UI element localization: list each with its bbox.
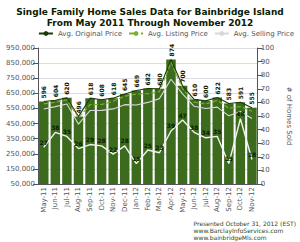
- svg-text:15: 15: [132, 155, 140, 162]
- svg-text:26: 26: [74, 140, 82, 147]
- svg-text:Oct-12: Oct-12: [236, 187, 244, 211]
- svg-text:583: 583: [225, 88, 232, 101]
- svg-text:25: 25: [144, 142, 152, 149]
- svg-text:550,000: 550,000: [6, 104, 35, 112]
- svg-text:90: 90: [261, 58, 270, 66]
- svg-text:15: 15: [225, 155, 233, 162]
- svg-text:20: 20: [261, 153, 270, 161]
- svg-text:669: 669: [133, 75, 140, 88]
- svg-text:Sep-12: Sep-12: [225, 187, 233, 212]
- svg-text:50: 50: [261, 112, 270, 120]
- svg-text:874: 874: [168, 44, 175, 57]
- svg-text:48: 48: [236, 110, 244, 117]
- svg-text:39: 39: [167, 122, 175, 129]
- svg-text:From May 2011 Through November: From May 2011 Through November 2012: [47, 18, 253, 28]
- svg-text:70: 70: [261, 85, 270, 93]
- svg-text:682: 682: [144, 73, 151, 86]
- svg-text:555: 555: [248, 92, 255, 105]
- svg-text:Jun-12: Jun-12: [190, 187, 198, 210]
- svg-text:600: 600: [202, 85, 209, 98]
- svg-text:28: 28: [97, 137, 105, 144]
- svg-text:Feb-12: Feb-12: [144, 187, 152, 211]
- svg-text:38: 38: [51, 124, 59, 131]
- svg-text:Nov-11: Nov-11: [109, 187, 117, 212]
- svg-text:150,000: 150,000: [6, 165, 35, 173]
- svg-text:Nov-12: Nov-12: [248, 187, 256, 212]
- svg-text:# of Homes Sold: # of Homes Sold: [285, 87, 293, 146]
- svg-text:622: 622: [214, 82, 221, 95]
- svg-text:47: 47: [178, 112, 186, 119]
- svg-text:350,000: 350,000: [6, 135, 35, 143]
- svg-text:608: 608: [98, 84, 105, 97]
- svg-text:38: 38: [190, 124, 198, 131]
- svg-text:80: 80: [261, 71, 270, 79]
- svg-text:645: 645: [121, 79, 128, 92]
- svg-text:28: 28: [121, 137, 129, 144]
- svg-text:27: 27: [40, 139, 48, 146]
- svg-text:Aug-11: Aug-11: [74, 187, 82, 212]
- svg-text:610: 610: [191, 84, 198, 97]
- svg-text:10: 10: [261, 166, 270, 174]
- svg-text:Jun-11: Jun-11: [51, 187, 59, 210]
- svg-text:May-11: May-11: [40, 187, 48, 213]
- svg-text:30: 30: [261, 139, 270, 147]
- svg-text:950,000: 950,000: [6, 44, 35, 52]
- svg-text:29: 29: [86, 136, 94, 143]
- svg-text:40: 40: [261, 126, 270, 134]
- svg-text:35: 35: [63, 128, 71, 135]
- svg-text:34: 34: [202, 129, 210, 136]
- svg-text:591: 591: [237, 87, 244, 100]
- svg-text:Apr-12: Apr-12: [167, 187, 175, 210]
- svg-text:250,000: 250,000: [6, 150, 35, 158]
- svg-text:Jul-11: Jul-11: [63, 187, 71, 208]
- svg-text:700: 700: [179, 70, 187, 83]
- svg-text:496: 496: [75, 101, 82, 114]
- svg-text:604: 604: [52, 85, 59, 98]
- svg-text:850,000: 850,000: [6, 59, 35, 67]
- svg-text:618: 618: [87, 83, 94, 96]
- svg-text:18: 18: [248, 151, 256, 158]
- svg-text:Oct-11: Oct-11: [98, 187, 106, 211]
- svg-text:0: 0: [261, 180, 265, 188]
- svg-text:650,000: 650,000: [6, 89, 35, 97]
- svg-text:Avg. Original Price: Avg. Original Price: [58, 30, 122, 38]
- svg-text:750,000: 750,000: [6, 74, 35, 82]
- svg-text:Single Family Home Sales Data: Single Family Home Sales Data for Bainbr…: [16, 7, 284, 17]
- svg-text:May-12: May-12: [179, 187, 187, 213]
- svg-text:450,000: 450,000: [6, 120, 35, 128]
- svg-text:60: 60: [261, 98, 270, 106]
- svg-text:Avg. Listing Price: Avg. Listing Price: [148, 30, 208, 38]
- svg-text:23: 23: [155, 144, 163, 151]
- svg-text:Jul-12: Jul-12: [202, 187, 210, 208]
- svg-text:596: 596: [40, 86, 47, 99]
- svg-text:Presented October 31, 2012 (ES: Presented October 31, 2012 (EST): [194, 220, 296, 227]
- svg-text:Sep-11: Sep-11: [86, 187, 94, 212]
- svg-text:100: 100: [261, 44, 274, 52]
- svg-text:620: 620: [63, 82, 70, 95]
- svg-text:www.bainbridgeMls.com: www.bainbridgeMls.com: [194, 234, 267, 242]
- svg-text:618: 618: [110, 83, 117, 96]
- svg-text:50,000: 50,000: [11, 180, 36, 188]
- svg-text:22: 22: [109, 146, 117, 153]
- svg-text:Mar-12: Mar-12: [155, 187, 163, 211]
- svg-text:35: 35: [213, 128, 221, 135]
- svg-text:Avg. Selling Price: Avg. Selling Price: [234, 30, 294, 38]
- svg-text:680: 680: [155, 73, 163, 86]
- svg-text:www.BarclayInfoServices.com: www.BarclayInfoServices.com: [193, 227, 284, 234]
- svg-text:Jan-12: Jan-12: [132, 187, 140, 210]
- svg-text:Aug-12: Aug-12: [213, 187, 221, 212]
- svg-text:Dec-11: Dec-11: [121, 187, 129, 212]
